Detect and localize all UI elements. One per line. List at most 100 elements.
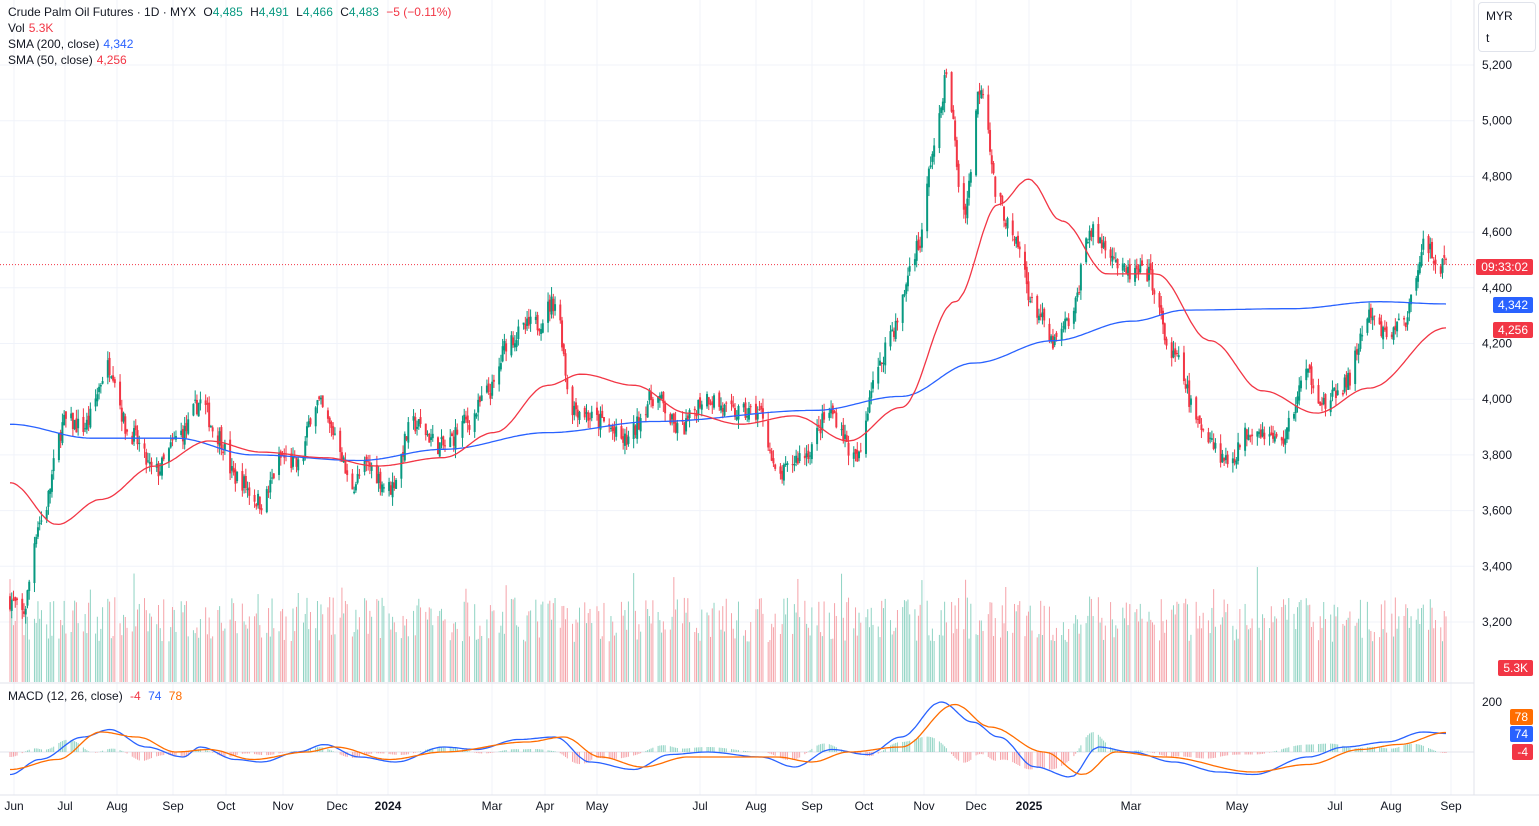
candle-body — [1403, 317, 1406, 320]
open-value: O4,485 — [203, 5, 242, 19]
candle-body — [1030, 297, 1033, 299]
candle-body — [793, 464, 796, 466]
candle-body — [1113, 257, 1116, 259]
price-tick-label: 5,000 — [1482, 114, 1512, 128]
candle-body — [57, 432, 60, 461]
candle-body — [926, 183, 929, 232]
macd-legend[interactable]: MACD (12, 26, close) -4 74 78 — [8, 688, 186, 704]
candle-body — [197, 403, 200, 417]
candle-body — [908, 266, 911, 272]
candle-body — [671, 414, 674, 420]
candle-body — [718, 392, 721, 407]
candle-body — [1200, 424, 1203, 430]
candle-body — [1109, 249, 1112, 258]
candle-body — [966, 198, 969, 219]
candle-body — [297, 459, 300, 471]
candle-body — [1427, 235, 1430, 254]
candle-body — [877, 367, 880, 384]
currency-unit-selector[interactable]: MYR t — [1478, 2, 1536, 52]
candle-body — [1231, 458, 1234, 464]
candle-body — [852, 452, 855, 459]
candle-body — [1018, 246, 1021, 250]
candle-body — [613, 427, 616, 434]
candle-body — [1312, 385, 1315, 389]
time-tick-label: Sep — [801, 799, 823, 813]
candle-body — [767, 420, 770, 448]
candle-body — [326, 410, 329, 419]
candle-body — [938, 113, 941, 149]
candle-body — [994, 176, 997, 197]
candle-body — [218, 431, 221, 446]
candle-body — [1153, 290, 1156, 295]
candle-body — [222, 451, 225, 454]
volume-legend[interactable]: Vol 5.3K — [8, 20, 57, 36]
candle-body — [962, 183, 965, 210]
candle-body — [295, 457, 298, 467]
candle-body — [781, 470, 784, 480]
candle-body — [831, 405, 834, 415]
candle-body — [964, 206, 967, 215]
candle-body — [412, 416, 415, 421]
candle-body — [70, 413, 73, 419]
sma50-legend[interactable]: SMA (50, close) 4,256 — [8, 52, 131, 68]
candle-body — [292, 456, 295, 467]
candle-body — [602, 417, 605, 422]
candle-body — [809, 455, 812, 457]
candle-body — [587, 412, 590, 421]
candle-body — [1237, 442, 1240, 461]
high-number: 4,491 — [258, 5, 289, 19]
candle-body — [89, 408, 92, 428]
candle-body — [73, 420, 76, 430]
symbol-title[interactable]: Crude Palm Oil Futures · 1D · MYX — [8, 5, 197, 19]
price-tick-label: 4,800 — [1482, 169, 1512, 183]
candle-body — [1051, 335, 1054, 349]
candle-body — [1212, 442, 1215, 450]
candle-body — [150, 461, 153, 466]
candle-body — [889, 331, 892, 347]
candle-body — [980, 90, 983, 99]
candle-body — [260, 508, 263, 511]
candle-body — [1441, 258, 1444, 273]
candle-body — [1251, 434, 1254, 437]
candle-body — [903, 294, 906, 296]
candle-body — [583, 407, 586, 418]
candle-body — [847, 442, 850, 456]
time-tick-label: Jun — [4, 799, 23, 813]
candle-body — [1396, 321, 1399, 332]
candle-body — [223, 442, 226, 451]
candle-body — [106, 360, 109, 378]
candle-body — [835, 412, 838, 428]
sma200-legend[interactable]: SMA (200, close) 4,342 — [8, 36, 137, 52]
candle-body — [134, 425, 137, 431]
candle-body — [1186, 384, 1189, 389]
price-tick-label: 3,200 — [1482, 615, 1512, 629]
candle-body — [1233, 459, 1236, 463]
candle-body — [351, 473, 354, 490]
candle-body — [449, 437, 452, 448]
candlestick-series — [9, 68, 1447, 624]
candle-body — [905, 284, 908, 294]
candle-body — [24, 608, 27, 615]
candle-body — [919, 245, 922, 248]
candle-body — [662, 391, 665, 404]
price-tick-label: 3,400 — [1482, 559, 1512, 573]
candle-body — [564, 353, 567, 376]
candle-body — [711, 401, 714, 405]
candle-body — [466, 415, 469, 424]
candle-body — [756, 413, 759, 420]
candle-body — [407, 422, 410, 443]
candle-body — [522, 322, 525, 325]
candle-body — [913, 259, 916, 266]
candle-body — [695, 413, 698, 417]
candle-body — [279, 451, 282, 458]
candle-body — [1408, 302, 1411, 314]
candle-body — [774, 464, 777, 469]
candle-body — [187, 419, 190, 434]
candle-body — [71, 412, 74, 430]
macd-line-tag: 74 — [1509, 726, 1533, 742]
candle-body — [968, 180, 971, 198]
candle-body — [1182, 352, 1185, 382]
candle-body — [1420, 252, 1423, 266]
candle-body — [892, 331, 895, 338]
